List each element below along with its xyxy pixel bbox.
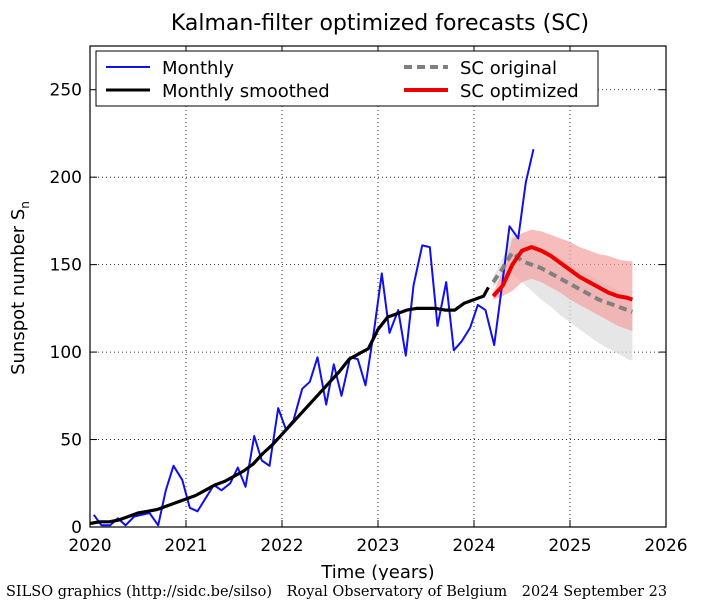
series-lines [89,148,634,527]
legend: Monthly Monthly smoothed SC original SC … [95,50,599,107]
y-tick-label-100: 100 [50,343,82,363]
footer-org: Royal Observatory of Belgium [286,584,508,600]
series-monthly-smoothed [89,286,490,526]
legend-label-smoothed: Monthly smoothed [162,81,330,102]
legend-label-original: SC original [460,58,557,79]
y-axis-label: Sunspot number Sn [8,201,32,375]
legend-box [95,50,599,107]
x-tick-label-2024: 2024 [452,536,495,556]
x-tick-label-2021: 2021 [164,536,207,556]
legend-label-monthly: Monthly [162,58,234,79]
y-tick-label-200: 200 [50,168,82,188]
x-tick-label-2025: 2025 [548,536,591,556]
y-axis-label-text: Sunspot number S [8,209,29,375]
axis-ticks: 2020 2021 2022 2023 2024 2025 2026 0 50 100 150 200… [50,46,688,556]
legend-label-optimized: SC optimized [460,81,579,102]
svg-text:Sunspot number Sn: Sunspot number Sn [8,201,32,375]
footer-source: SILSO graphics (http://sidc.be/silso) [6,584,272,600]
chart: Kalman-filter optimized forecasts (SC) 2… [8,11,688,580]
series-monthly [92,148,535,527]
x-tick-label-2020: 2020 [68,536,111,556]
footer-date: 2024 September 23 [521,584,668,600]
x-tick-label-2026: 2026 [644,536,687,556]
series-sc-optimized [491,245,634,302]
chart-title: Kalman-filter optimized forecasts (SC) [171,11,589,36]
y-tick-label-0: 0 [71,518,82,538]
y-tick-label-150: 150 [50,256,82,276]
x-tick-label-2023: 2023 [356,536,399,556]
y-axis-label-subscript: n [18,201,32,209]
x-axis-label: Time (years) [320,562,434,580]
footer: SILSO graphics (http://sidc.be/silso) Ro… [6,584,677,600]
y-tick-label-50: 50 [60,431,82,451]
y-tick-label-250: 250 [50,81,82,101]
x-tick-label-2022: 2022 [260,536,303,556]
